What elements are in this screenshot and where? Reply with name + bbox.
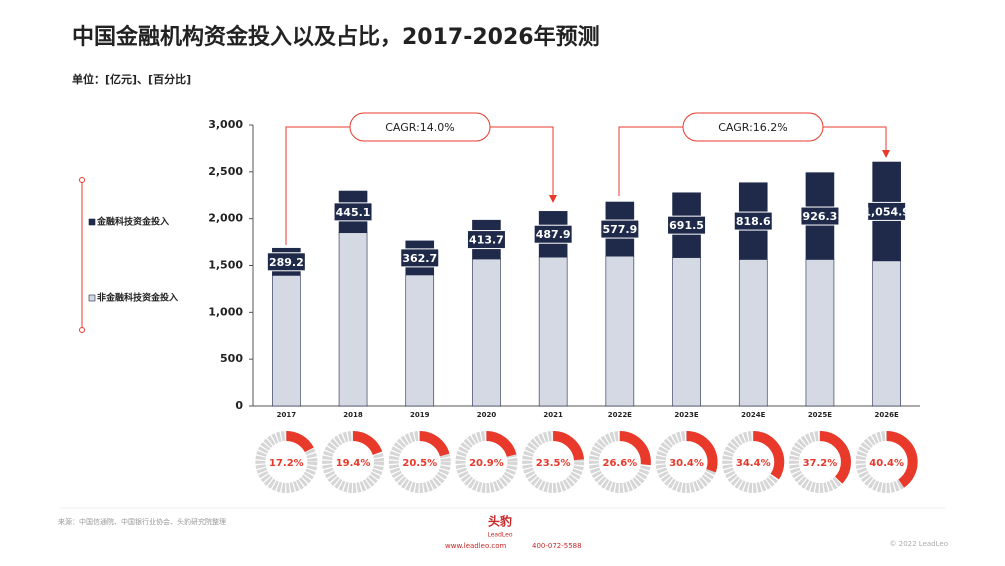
y-tick-label: 500 [220,352,243,365]
cagr-box [349,112,491,142]
value-label: 289.2 [269,256,304,269]
donut-arc [255,431,318,493]
y-tick-label: 3,000 [208,118,243,131]
legend-swatch [88,218,96,226]
x-tick-label: 2017 [277,411,297,419]
label-box [867,201,907,221]
cagr-box [682,112,824,142]
bar-segment [538,256,568,407]
x-tick-label: 2018 [343,411,363,419]
arrow-head [882,150,890,158]
value-label: 926.3 [803,210,838,223]
y-tick-label: 1,000 [208,305,243,318]
bar-segment [738,259,768,407]
chart-title: 中国金融机构资金投入以及占比，2017-2026年预测 [72,24,600,50]
donut-arc [388,431,451,493]
bar-segment [472,258,501,407]
donut-label: 34.4% [736,458,771,469]
label-box [667,215,707,235]
cagr-arrow [618,126,887,196]
x-tick-label: 2019 [410,411,430,419]
label-box [533,224,573,244]
x-tick-label: 2020 [477,411,497,419]
value-label: 691.5 [669,219,704,232]
donut-label: 17.2% [269,458,304,469]
arrow-head [549,195,557,203]
donut-arc [722,431,785,493]
donut-arc [455,431,518,493]
donut-arc [588,431,651,493]
donut-track [388,431,451,493]
x-tick-label: 2026E [875,411,899,419]
donut-label: 20.9% [469,458,504,469]
legend-dot [79,177,85,183]
donut-arc [855,431,918,493]
donut-label: 20.5% [402,458,437,469]
value-label: 445.1 [336,206,371,219]
annotation: CAGR:16.2% [718,121,788,134]
x-tick-label: 2021 [543,411,563,419]
bar-segment [872,260,901,407]
label-box [400,248,440,268]
y-tick-label: 2,000 [208,212,243,225]
value-label: 818.6 [736,215,771,228]
bar-segment [672,257,701,407]
value-label: 577.9 [602,223,637,236]
donut-track [522,431,585,493]
bar-segment [605,255,635,407]
label-box [266,252,306,272]
label-box [733,211,773,231]
cagr-arrow [285,126,554,245]
brand-en: LeadLeo [487,532,512,539]
legend-label: 非金融科技资金投入 [97,292,178,304]
brand: 头豹 [488,514,512,529]
donut-track [455,431,518,493]
y-tick-label: 2,500 [208,165,243,178]
label-box [333,202,373,222]
bar-segment [338,232,368,407]
donut-label: 26.6% [602,458,637,469]
donut-label: 23.5% [536,458,571,469]
x-tick-label: 2024E [741,411,765,419]
annotation: CAGR:14.0% [385,121,455,134]
label-box [800,206,840,226]
donut-track [322,431,385,493]
y-tick-label: 0 [235,399,243,412]
label-box [466,230,506,250]
donut-arc [522,431,585,493]
donut-label: 40.4% [869,458,904,469]
label-box [600,219,640,239]
legend-swatch [88,294,96,302]
x-tick-label: 2023E [674,411,698,419]
donut-label: 30.4% [669,458,704,469]
legend-label: 金融科技资金投入 [96,216,169,228]
value-label: 413.7 [469,234,504,247]
value-label: 1,054.9 [863,205,910,218]
value-label: 487.9 [536,228,571,241]
donut-arc [788,431,851,493]
legend-dot [79,327,85,333]
value-label: 362.7 [402,252,437,265]
x-tick-label: 2022E [608,411,632,419]
source: 来源：中国信通院、中国银行业协会、头豹研究院整理 [58,517,226,526]
bar-segment [405,274,435,407]
donut-arc [322,431,385,493]
subtitle: 单位：[亿元]、[百分比] [72,72,191,86]
copyright: © 2022 LeadLeo [890,540,948,548]
donut-label: 37.2% [803,458,838,469]
donut-label: 19.4% [336,458,371,469]
phone: 400-072-5588 [532,542,582,550]
bar-segment [805,259,835,407]
website: www.leadleo.com [445,542,507,550]
bar-segment [272,275,301,407]
y-tick-label: 1,500 [208,259,243,272]
x-tick-label: 2025E [808,411,832,419]
donut-track [255,431,318,493]
donut-arc [655,431,718,493]
